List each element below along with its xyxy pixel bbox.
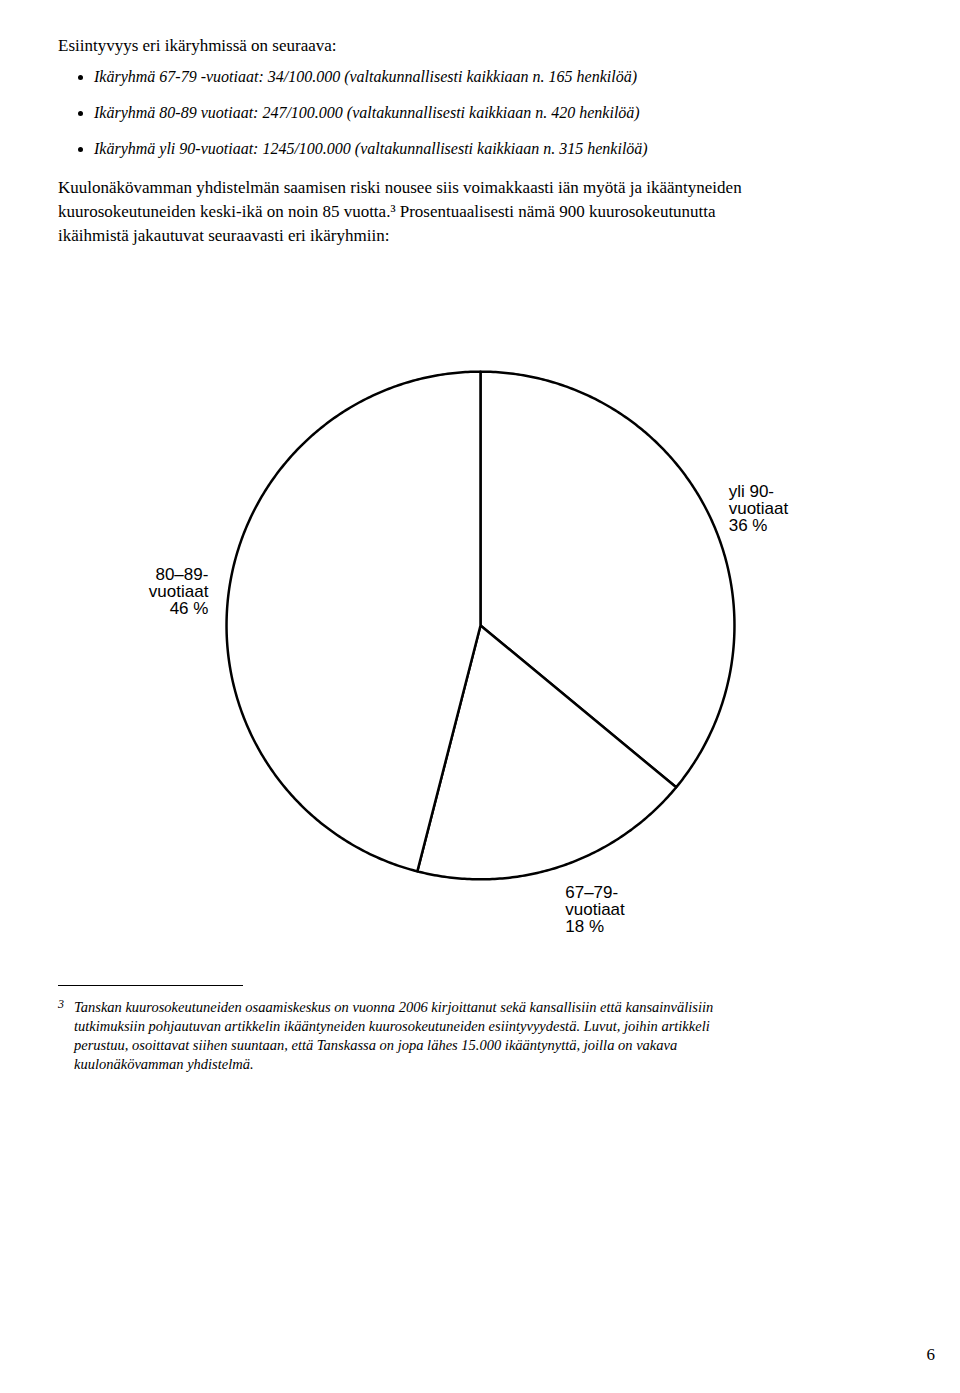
html-text:Kuulonäkövamman yhdistelmän sa: Kuulonäkövamman yhdistelmän saamisen ris… [58,178,742,197]
html-text:Tanskan kuurosokeutuneiden osa: Tanskan kuurosokeutuneiden osaamiskeskus… [74,999,714,1015]
svg-text:yli 90-vuotiaat36 %: yli 90-vuotiaat36 % [729,482,789,535]
html-text:kuurosokeutuneiden keski-ikä o: kuurosokeutuneiden keski-ikä on noin 85 … [58,202,716,221]
svg-text:67–79-vuotiaat18 %: 67–79-vuotiaat18 % [565,883,625,936]
html-text:Ikäryhmä 67-79 -vuotiaat: 34/1: Ikäryhmä 67-79 -vuotiaat: 34/100.000 (va… [94,68,637,85]
html-text:kuulonäkövamman yhdistelmä.: kuulonäkövamman yhdistelmä. [74,1056,254,1072]
html-text:Ikäryhmä 80-89 vuotiaat: 247/1: Ikäryhmä 80-89 vuotiaat: 247/100.000 (va… [94,104,640,121]
html-text:ikäihmistä jakautuvat seuraava: ikäihmistä jakautuvat seuraavasti eri ik… [58,226,390,245]
html-text:tutkimuksiin pohjautuvan artik: tutkimuksiin pohjautuvan artikkelin ikää… [74,1018,710,1034]
html-text:Esiintyvyys eri ikäryhmissä on: Esiintyvyys eri ikäryhmissä on seuraava: [58,36,337,55]
html-text:perustuu, osoittavat siihen su: perustuu, osoittavat siihen suuntaan, et… [74,1037,678,1053]
svg-text:80–89-vuotiaat46 %: 80–89-vuotiaat46 % [149,565,209,618]
html-text:Ikäryhmä yli 90-vuotiaat: 1245: Ikäryhmä yli 90-vuotiaat: 1245/100.000 (… [94,140,648,157]
html-text:3: 3 [58,997,64,1011]
html-text:6: 6 [926,1345,935,1364]
